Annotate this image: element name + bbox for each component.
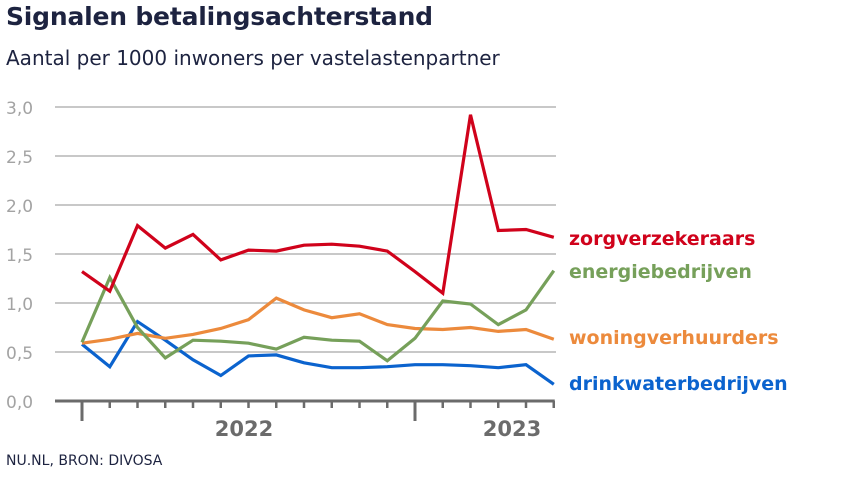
series-label-woningverhuurders: woningverhuurders (569, 327, 779, 349)
x-year-label: 2023 (483, 417, 541, 441)
y-tick-label: 3,0 (6, 99, 33, 119)
source-credit: NU.NL, BRON: DIVOSA (6, 453, 163, 469)
y-tick-label: 2,0 (6, 197, 33, 217)
series-lines (80, 114, 556, 386)
series-label-drinkwaterbedrijven: drinkwaterbedrijven (569, 373, 788, 395)
chart-title: Signalen betalingsachterstand (6, 2, 433, 31)
series-line-energiebedrijven (80, 269, 556, 363)
y-tick-label: 2,5 (6, 148, 33, 168)
series-line-drinkwaterbedrijven (80, 319, 555, 386)
gridlines (55, 106, 556, 353)
x-year-label: 2022 (215, 417, 273, 441)
y-axis-labels: 0,0 0,5 1,0 1,5 2,0 2,5 3,0 (6, 99, 33, 413)
series-label-zorgverzekeraars: zorgverzekeraars (569, 228, 755, 250)
chart-subtitle: Aantal per 1000 inwoners per vastelasten… (6, 46, 500, 70)
x-axis: 2022 2023 (55, 399, 555, 441)
y-tick-label: 1,0 (6, 295, 33, 315)
series-labels: zorgverzekeraars energiebedrijven woningve… (569, 228, 788, 395)
series-label-energiebedrijven: energiebedrijven (569, 261, 752, 283)
series-line-woningverhuurders (81, 296, 555, 345)
series-line-zorgverzekeraars (81, 114, 555, 297)
y-tick-label: 0,5 (6, 344, 33, 364)
y-tick-label: 0,0 (6, 393, 33, 413)
y-tick-label: 1,5 (6, 246, 33, 266)
